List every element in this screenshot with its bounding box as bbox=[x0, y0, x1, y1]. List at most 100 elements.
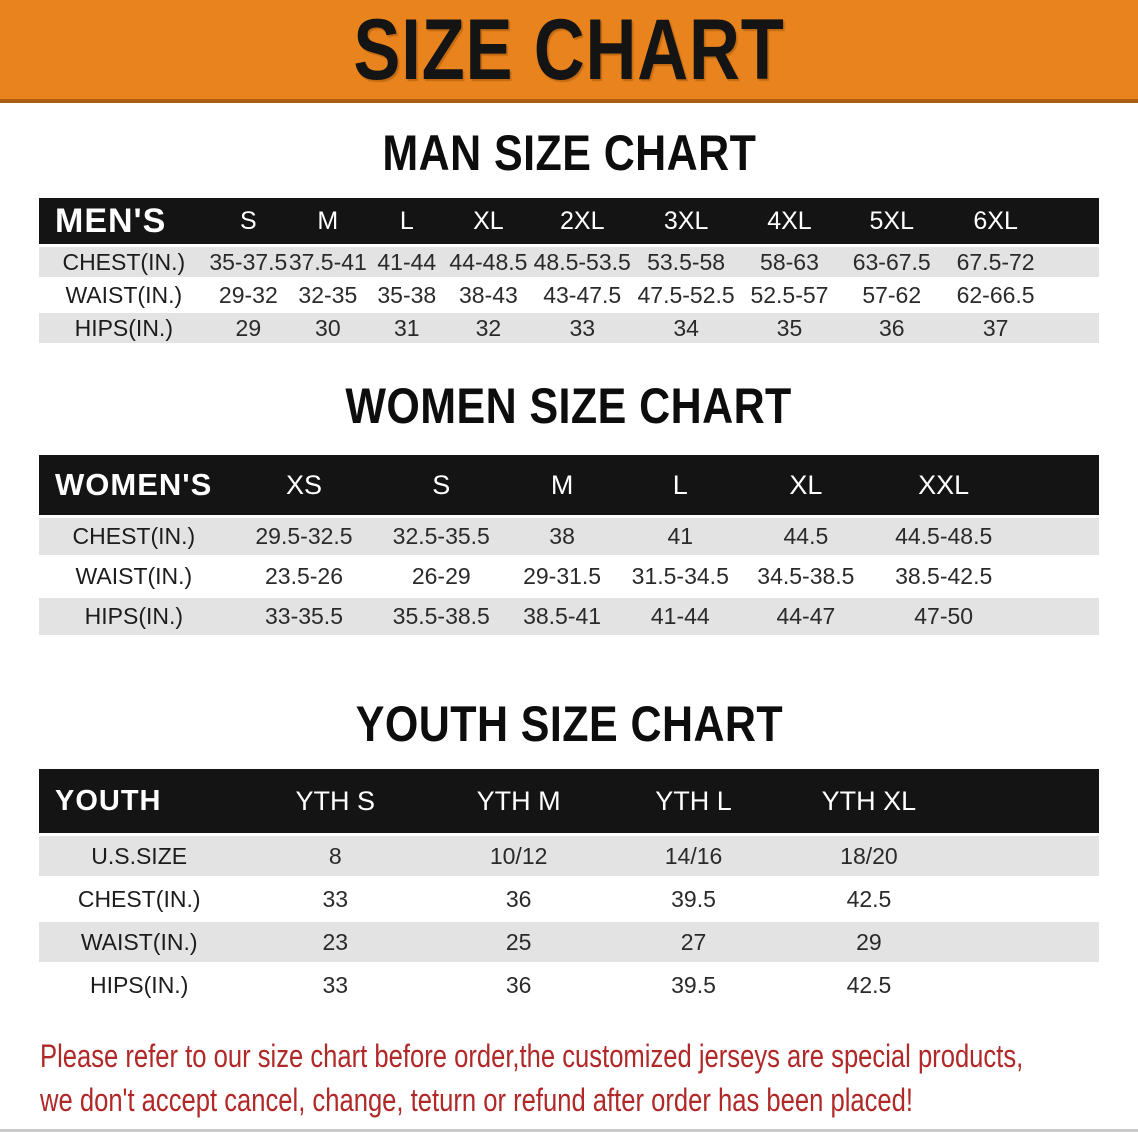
banner-title: SIZE CHART bbox=[353, 1, 785, 98]
women-header-row: WOMEN'S XS S M L XL XXL bbox=[39, 455, 1099, 515]
youth-cell: 29 bbox=[856, 928, 882, 955]
men-cell: 48.5-53.5 bbox=[533, 248, 631, 275]
youth-row-spacer bbox=[957, 836, 1099, 876]
women-cell: 44.5 bbox=[783, 523, 829, 549]
men-row-waist-in-: WAIST(IN.) 29-32 32-35 35-38 38-43 43-47.5 47.… bbox=[39, 280, 1099, 310]
men-size-header-4xl: 4XL bbox=[738, 198, 841, 244]
youth-size-header-yth-l: YTH L bbox=[606, 769, 781, 833]
youth-row-spacer bbox=[957, 922, 1099, 962]
men-size-header-3xl: 3XL bbox=[633, 198, 739, 244]
youth-cell: 8 bbox=[328, 842, 342, 869]
youth-row-spacer bbox=[957, 965, 1099, 1005]
men-size-header-6xl: 6XL bbox=[943, 198, 1049, 244]
youth-size-header-yth-s: YTH S bbox=[239, 769, 432, 833]
women-row-chest-in-: CHEST(IN.) 29.5-32.5 32.5-35.5 38 41 44.5 44.5… bbox=[39, 518, 1099, 555]
youth-cell: 10/12 bbox=[489, 842, 548, 869]
youth-row-spacer bbox=[957, 879, 1099, 919]
men-cell: 34 bbox=[673, 314, 699, 341]
men-row-hips-in-: HIPS(IN.) 29 30 31 32 33 34 35 36 37 bbox=[39, 313, 1099, 343]
women-row-spacer bbox=[1015, 518, 1099, 555]
youth-section-heading: YOUTH SIZE CHART bbox=[0, 698, 1138, 750]
size-chart-banner: SIZE CHART bbox=[0, 0, 1138, 103]
women-cell: 44-47 bbox=[776, 603, 836, 629]
youth-row-chest-in-: CHEST(IN.) 33 36 39.5 42.5 bbox=[39, 879, 1099, 919]
youth-row-label: U.S.SIZE bbox=[91, 842, 188, 869]
youth-row-waist-in-: WAIST(IN.) 23 25 27 29 bbox=[39, 922, 1099, 962]
youth-size-header-yth-xl: YTH XL bbox=[780, 769, 957, 833]
men-cell: 31 bbox=[394, 314, 420, 341]
youth-cell: 36 bbox=[505, 885, 532, 912]
women-section: WOMEN SIZE CHART WOMEN'S XS S M L XL XXL CHES… bbox=[0, 380, 1138, 638]
men-cell: 63-67.5 bbox=[852, 248, 931, 275]
men-cell: 29 bbox=[235, 314, 262, 341]
men-cell: 43-47.5 bbox=[543, 281, 622, 308]
women-row-spacer bbox=[1015, 598, 1099, 635]
women-size-header-xxl: XXL bbox=[872, 455, 1016, 515]
men-section-heading-text: MAN SIZE CHART bbox=[382, 125, 756, 181]
disclaimer-line-1-text: Please refer to our size chart before or… bbox=[40, 1038, 1024, 1074]
men-cell: 35-38 bbox=[377, 281, 437, 308]
youth-cell: 42.5 bbox=[846, 971, 892, 998]
women-row-hips-in-: HIPS(IN.) 33-35.5 35.5-38.5 38.5-41 41-44 44-… bbox=[39, 598, 1099, 635]
men-cell: 47.5-52.5 bbox=[637, 281, 735, 308]
youth-cell: 27 bbox=[680, 928, 707, 955]
women-section-heading: WOMEN SIZE CHART bbox=[0, 380, 1138, 432]
youth-row-label: HIPS(IN.) bbox=[89, 971, 189, 998]
women-cell: 29.5-32.5 bbox=[255, 523, 353, 549]
youth-cell: 23 bbox=[322, 928, 349, 955]
youth-row-label: WAIST(IN.) bbox=[80, 928, 198, 955]
youth-row-label: CHEST(IN.) bbox=[77, 885, 201, 912]
women-cell: 23.5-26 bbox=[264, 563, 343, 589]
women-cell: 31.5-34.5 bbox=[631, 563, 729, 589]
women-section-heading-text: WOMEN SIZE CHART bbox=[345, 378, 793, 434]
women-cell: 34.5-38.5 bbox=[757, 563, 855, 589]
youth-cell: 39.5 bbox=[671, 971, 716, 998]
women-header-spacer bbox=[1015, 455, 1099, 515]
men-cell: 41-44 bbox=[377, 248, 437, 275]
youth-cell: 18/20 bbox=[840, 842, 898, 869]
women-size-table: WOMEN'S XS S M L XL XXL CHEST(IN.) 29.5-32.5 32… bbox=[39, 452, 1099, 638]
women-group-label: WOMEN'S bbox=[39, 455, 229, 515]
women-cell: 33-35.5 bbox=[264, 603, 343, 629]
women-size-header-xl: XL bbox=[739, 455, 873, 515]
youth-cell: 39.5 bbox=[671, 885, 716, 912]
women-cell: 26-29 bbox=[411, 563, 471, 589]
women-size-header-xs: XS bbox=[228, 455, 380, 515]
men-cell: 37.5-41 bbox=[288, 248, 367, 275]
women-cell: 38 bbox=[549, 523, 575, 549]
women-cell: 38.5-41 bbox=[523, 603, 602, 629]
women-cell: 44.5-48.5 bbox=[895, 523, 993, 549]
youth-header-spacer bbox=[956, 769, 1099, 833]
women-row-spacer bbox=[1015, 558, 1099, 595]
women-cell: 47-50 bbox=[914, 603, 974, 629]
men-cell: 32 bbox=[475, 314, 502, 341]
men-section-heading: MAN SIZE CHART bbox=[0, 127, 1138, 179]
women-cell: 41-44 bbox=[650, 603, 710, 629]
men-row-spacer bbox=[1048, 313, 1099, 343]
men-cell: 62-66.5 bbox=[956, 281, 1035, 308]
men-cell: 35 bbox=[776, 314, 803, 341]
men-size-table: MEN'S S M L XL 2XL 3XL 4XL 5XL 6XL CHEST(IN.) 35-… bbox=[39, 195, 1099, 346]
men-cell: 33 bbox=[569, 314, 596, 341]
women-cell: 32.5-35.5 bbox=[392, 523, 490, 549]
men-cell: 30 bbox=[315, 314, 341, 341]
youth-cell: 14/16 bbox=[664, 842, 723, 869]
women-cell: 38.5-42.5 bbox=[895, 563, 993, 589]
youth-cell: 42.5 bbox=[846, 885, 892, 912]
men-row-spacer bbox=[1048, 247, 1099, 277]
youth-row-hips-in-: HIPS(IN.) 33 36 39.5 42.5 bbox=[39, 965, 1099, 1005]
youth-group-label: YOUTH bbox=[39, 769, 240, 833]
men-header-row: MEN'S S M L XL 2XL 3XL 4XL 5XL 6XL bbox=[39, 198, 1099, 244]
men-cell: 53.5-58 bbox=[647, 248, 726, 275]
men-cell: 35-37.5 bbox=[209, 248, 288, 275]
youth-cell: 36 bbox=[505, 971, 532, 998]
women-row-label: WAIST(IN.) bbox=[75, 563, 193, 589]
youth-size-header-yth-m: YTH M bbox=[431, 769, 607, 833]
women-row-waist-in-: WAIST(IN.) 23.5-26 26-29 29-31.5 31.5-34.5 34… bbox=[39, 558, 1099, 595]
men-cell: 38-43 bbox=[459, 281, 518, 308]
youth-section: YOUTH SIZE CHART YOUTH YTH S YTH M YTH L YT… bbox=[0, 698, 1138, 1008]
disclaimer-line-2: we don't accept cancel, change, teturn o… bbox=[40, 1078, 1138, 1122]
men-cell: 52.5-57 bbox=[750, 281, 829, 308]
youth-size-table: YOUTH YTH S YTH M YTH L YTH XL U.S.SIZE 8 10/… bbox=[39, 766, 1099, 1008]
youth-cell: 33 bbox=[322, 885, 349, 912]
